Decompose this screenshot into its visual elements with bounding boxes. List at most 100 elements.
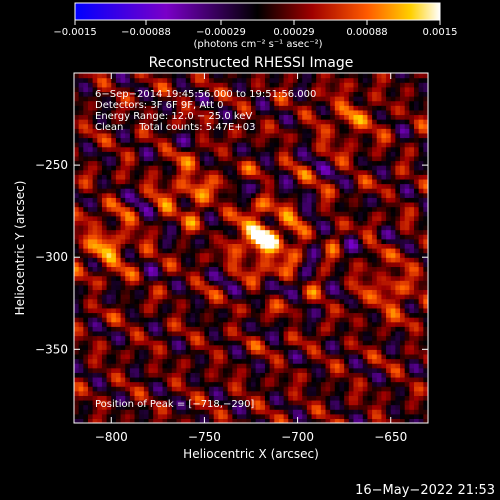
heatmap-cell [143, 330, 150, 337]
heatmap-cell [255, 326, 261, 332]
heatmap-cell [376, 344, 383, 350]
heatmap-cell [153, 119, 159, 125]
heatmap-cell [362, 376, 369, 383]
heatmap-cell [190, 289, 196, 295]
heatmap-cell [218, 137, 224, 143]
heatmap-cell [167, 363, 173, 369]
heatmap-cell [129, 399, 136, 406]
heatmap-cell [83, 224, 89, 231]
heatmap-cell [115, 174, 122, 180]
heatmap-cell [111, 165, 117, 171]
heatmap-cell [358, 192, 364, 198]
heatmap-cell [339, 201, 345, 208]
heatmap-cell [185, 353, 192, 360]
heatmap-cell [330, 234, 336, 240]
heatmap-cell [292, 192, 299, 198]
heatmap-cell [358, 289, 364, 295]
heatmap-cell [78, 224, 84, 231]
heatmap-cell [278, 211, 285, 217]
heatmap-cell [153, 418, 159, 423]
heatmap-cell [241, 142, 247, 148]
heatmap-cell [339, 109, 345, 116]
heatmap-cell [283, 73, 289, 79]
heatmap-cell [353, 169, 359, 175]
heatmap-cell [367, 303, 373, 309]
heatmap-cell [358, 257, 364, 263]
heatmap-cell [120, 174, 126, 180]
heatmap-cell [274, 197, 280, 203]
heatmap-cell [185, 82, 192, 88]
heatmap-cell [129, 298, 136, 304]
heatmap-cell [101, 409, 108, 415]
heatmap-cell [264, 109, 271, 116]
heatmap-cell [101, 188, 108, 194]
heatmap-cell [227, 160, 233, 166]
heatmap-cell [348, 349, 355, 355]
heatmap-cell [148, 100, 154, 106]
heatmap-cell [134, 404, 140, 410]
heatmap-cell [302, 234, 308, 240]
heatmap-cell [120, 298, 126, 304]
heatmap-cell [339, 330, 345, 337]
heatmap-cell [330, 298, 336, 304]
heatmap-cell [213, 82, 219, 88]
heatmap-cell [255, 100, 261, 106]
heatmap-cell [190, 174, 196, 180]
heatmap-cell [92, 275, 98, 281]
heatmap-cell [92, 307, 98, 314]
heatmap-cell [283, 114, 289, 120]
heatmap-cell [339, 390, 345, 396]
heatmap-cell [292, 137, 299, 143]
heatmap-cell [101, 294, 108, 300]
heatmap-cell [302, 229, 308, 235]
heatmap-cell [120, 220, 126, 226]
heatmap-cell [325, 132, 331, 139]
heatmap-cell [316, 229, 322, 235]
heatmap-cell [292, 132, 299, 139]
heatmap-cell [353, 206, 359, 212]
heatmap-cell [278, 252, 285, 258]
heatmap-cell [353, 376, 359, 383]
heatmap-cell [176, 178, 182, 185]
heatmap-cell [269, 73, 275, 79]
heatmap-cell [339, 128, 345, 134]
heatmap-cell [157, 160, 164, 166]
heatmap-cell [209, 206, 215, 212]
heatmap-cell [302, 206, 308, 212]
heatmap-cell [367, 119, 373, 125]
heatmap-cell [367, 151, 373, 157]
heatmap-cell [83, 206, 89, 212]
heatmap-cell [325, 73, 331, 79]
heatmap-cell [176, 344, 182, 350]
heatmap-cell [97, 353, 103, 360]
heatmap-cell [157, 114, 164, 120]
heatmap-cell [260, 261, 266, 268]
heatmap-cell [237, 376, 243, 383]
heatmap-cell [167, 266, 173, 272]
heatmap-cell [120, 114, 126, 120]
heatmap-cell [101, 284, 108, 291]
heatmap-cell [204, 73, 210, 79]
heatmap-cell [292, 243, 299, 249]
heatmap-cell [246, 363, 252, 369]
heatmap-cell [278, 317, 285, 323]
heatmap-cell [78, 381, 84, 387]
heatmap-cell [195, 77, 201, 83]
heatmap-cell [157, 330, 164, 337]
heatmap-cell [288, 395, 294, 401]
heatmap-cell [278, 188, 285, 194]
heatmap-cell [195, 399, 201, 406]
heatmap-cell [358, 86, 364, 93]
heatmap-cell [167, 303, 173, 309]
heatmap-cell [111, 335, 117, 341]
heatmap-cell [260, 142, 266, 148]
heatmap-cell [241, 418, 247, 423]
heatmap-cell [306, 390, 313, 396]
heatmap-cell [344, 248, 350, 254]
heatmap-cell [297, 330, 303, 337]
heatmap-cell [148, 105, 154, 111]
heatmap-cell [125, 367, 131, 373]
heatmap-cell [376, 312, 383, 318]
heatmap-cell [241, 307, 247, 314]
heatmap-cell [125, 197, 131, 203]
